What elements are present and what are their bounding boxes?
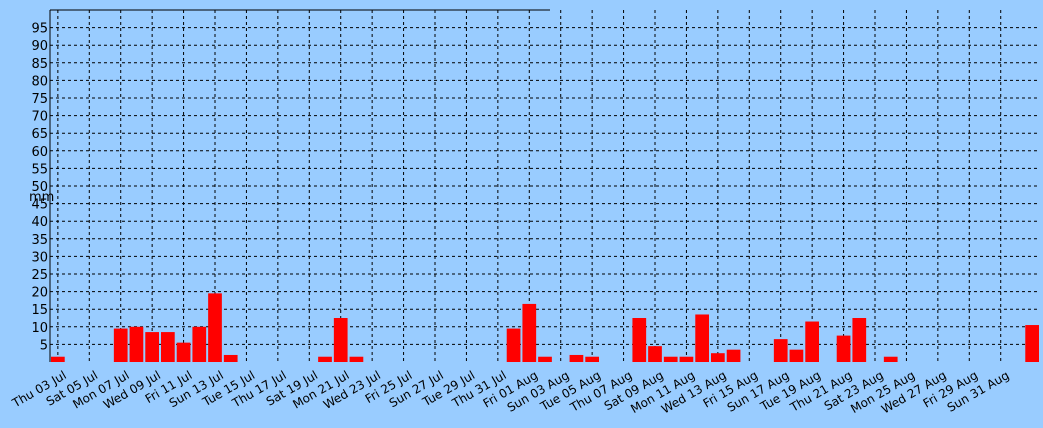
bar [569,354,584,362]
bar [522,303,537,362]
bar [726,349,741,362]
bar [632,318,647,362]
y-tick-label: 75 [31,92,48,107]
bar [773,339,788,362]
bar [1025,325,1039,362]
y-tick-label: 10 [31,321,48,336]
y-tick-label: 60 [31,145,48,160]
y-tick-label: 80 [31,74,48,89]
y-tick-label: 85 [31,57,48,72]
y-tick-label: 90 [31,39,48,54]
bar [585,356,599,362]
bar [679,356,694,362]
y-tick-label: 70 [31,110,48,125]
bar-layer [51,293,1039,362]
bar [349,356,364,362]
y-tick-label: 15 [31,303,48,318]
y-tick-label: 65 [31,127,48,142]
y-axis-label: mm [29,190,54,205]
y-tick-label: 30 [31,250,48,265]
bar [883,356,898,362]
bar [192,326,207,362]
bar [223,354,238,362]
y-tick-label: 5 [40,338,48,353]
bar [648,346,662,362]
bar [538,356,552,362]
bar [836,335,851,362]
bar [208,293,222,362]
y-tick-label: 45 [31,198,48,213]
y-tick-labels: 5 10 15 20 25 30 35 40 45 50 55 60 65 70 75 80 85 90 95 [31,22,48,354]
bar [805,321,819,362]
bar [176,342,191,362]
bar [333,318,348,362]
y-tick-label: 20 [31,286,48,301]
bar [129,326,144,362]
bar [852,318,867,362]
bar [695,314,709,362]
bar [51,356,65,362]
bar [318,356,332,362]
y-tick-label: 25 [31,268,48,283]
y-tick-label: 40 [31,215,48,230]
bar [145,332,159,362]
bar [711,353,725,362]
y-tick-label: 35 [31,233,48,248]
bar [161,332,175,362]
bar [113,328,128,362]
bar [663,356,678,362]
y-tick-label: 50 [31,180,48,195]
y-tick-label: 55 [31,162,48,177]
y-tick-label: 95 [31,22,48,37]
bar [506,328,521,362]
bar [789,349,804,362]
